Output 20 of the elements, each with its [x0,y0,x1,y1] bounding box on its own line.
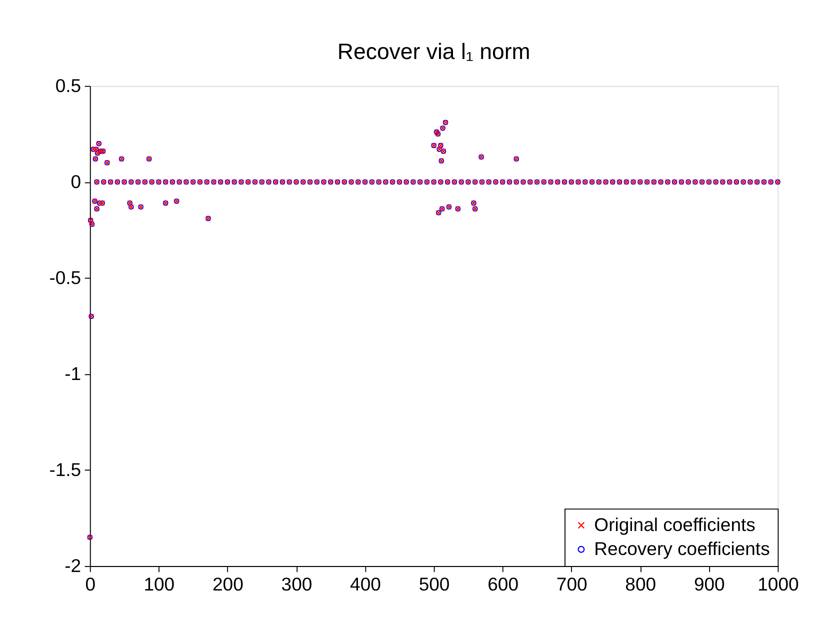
x-tick-label: 400 [350,574,381,595]
x-tick-label: 300 [281,574,312,595]
x-tick-label: 200 [212,574,244,595]
chart-title: Recover via l₁ norm [337,39,530,64]
y-tick-label: -2 [64,555,82,576]
y-tick-label: -1.5 [49,459,82,480]
x-tick-label: 600 [488,574,519,595]
y-tick-label: -0.5 [49,266,82,288]
legend-label: Original coefficients [594,514,756,535]
y-tick-label: -1 [64,363,82,384]
x-tick-label: 800 [625,574,656,595]
y-tick-label: 0 [70,170,82,192]
x-tick-label: 100 [144,574,175,595]
x-tick-label: 900 [694,574,725,595]
x-tick-label: 0 [85,574,96,595]
x-tick-label: 500 [418,574,450,595]
x-tick-label: 1000 [758,574,799,595]
y-tick-label: 0.5 [55,74,82,96]
legend-label: Recovery coefficients [594,538,770,559]
x-tick-label: 700 [556,574,588,595]
